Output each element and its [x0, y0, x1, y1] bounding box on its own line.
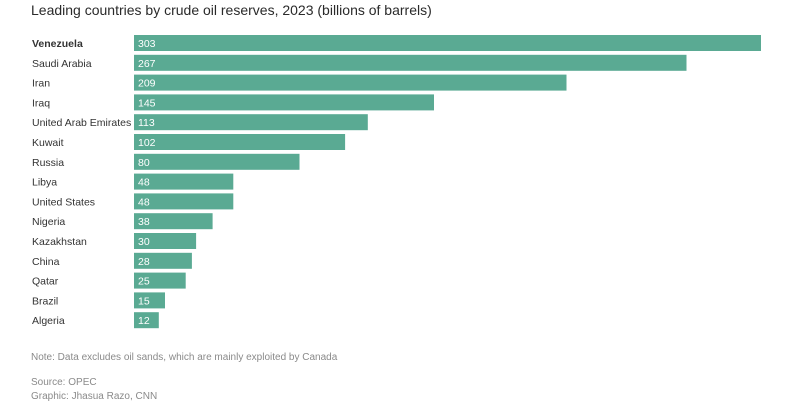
bar-saudi-arabia — [134, 54, 687, 71]
value-label-qatar: 25 — [138, 276, 150, 288]
bar-iran — [134, 74, 567, 91]
value-label-venezuela: 303 — [138, 38, 156, 50]
bar-brazil — [134, 292, 165, 309]
category-label-china: China — [32, 256, 60, 268]
category-label-kazakhstan: Kazakhstan — [32, 236, 87, 248]
category-label-united-states: United States — [32, 196, 95, 208]
value-label-russia: 80 — [138, 157, 150, 169]
bar-united-arab-emirates — [134, 114, 368, 131]
category-label-iraq: Iraq — [32, 97, 50, 109]
chart-source: Source: OPEC — [31, 377, 97, 388]
bar-algeria — [134, 312, 159, 329]
value-label-china: 28 — [138, 256, 150, 268]
bar-russia — [134, 153, 300, 170]
chart-note: Note: Data excludes oil sands, which are… — [31, 352, 338, 363]
category-label-saudi-arabia: Saudi Arabia — [32, 58, 92, 70]
category-label-nigeria: Nigeria — [32, 216, 65, 228]
bar-united-states — [134, 193, 234, 210]
value-label-kuwait: 102 — [138, 137, 156, 149]
value-label-iran: 209 — [138, 78, 156, 90]
value-label-saudi-arabia: 267 — [138, 58, 156, 70]
category-label-algeria: Algeria — [32, 315, 65, 327]
value-label-brazil: 15 — [138, 295, 150, 307]
category-label-qatar: Qatar — [32, 276, 59, 288]
category-label-brazil: Brazil — [32, 295, 58, 307]
category-label-venezuela: Venezuela — [32, 38, 83, 50]
bar-chart: Venezuela 303 Saudi Arabia 267 Iran 209 Iraq 14… — [32, 35, 761, 329]
bar-venezuela — [134, 35, 761, 51]
value-label-algeria: 12 — [138, 315, 150, 327]
value-label-united-arab-emirates: 113 — [138, 117, 155, 129]
category-label-russia: Russia — [32, 157, 64, 169]
bar-kazakhstan — [134, 233, 197, 249]
category-label-iran: Iran — [32, 78, 50, 90]
bar-qatar — [134, 272, 186, 289]
category-label-kuwait: Kuwait — [32, 137, 64, 149]
bar-china — [134, 252, 192, 269]
value-label-iraq: 145 — [138, 97, 156, 109]
value-label-kazakhstan: 30 — [138, 236, 150, 248]
value-label-nigeria: 38 — [138, 216, 150, 228]
chart-credit: Graphic: Jhasua Razo, CNN — [31, 391, 158, 402]
category-label-libya: Libya — [32, 177, 57, 189]
value-label-libya: 48 — [138, 177, 150, 189]
bar-libya — [134, 173, 234, 190]
bar-iraq — [134, 94, 434, 111]
value-label-united-states: 48 — [138, 196, 150, 208]
bar-kuwait — [134, 134, 346, 150]
bar-nigeria — [134, 213, 213, 230]
chart-title: Leading countries by crude oil reserves,… — [31, 2, 432, 18]
category-label-united-arab-emirates: United Arab Emirates — [32, 117, 131, 129]
